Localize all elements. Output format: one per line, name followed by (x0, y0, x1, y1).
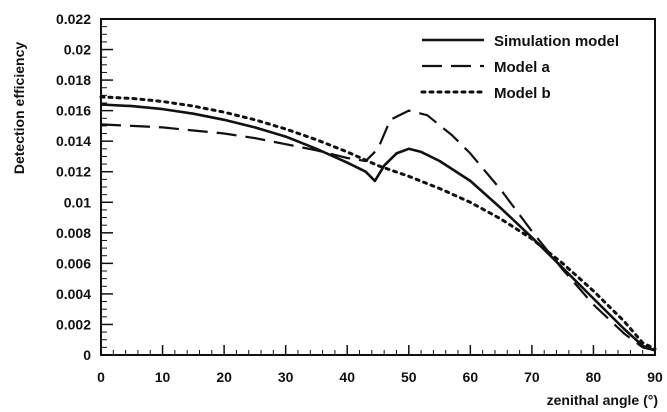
plot-frame-layer (100, 18, 656, 356)
y-tick-label: 0.002 (56, 316, 91, 332)
y-tick-label: 0 (83, 347, 91, 363)
x-tick-label: 0 (97, 369, 105, 385)
y-tick-label: 0.006 (56, 255, 91, 271)
x-tick-label: 50 (401, 369, 417, 385)
y-tick-label: 0.012 (56, 164, 91, 180)
x-tick-label: 30 (278, 369, 294, 385)
series-layer (99, 95, 657, 352)
y-tick-label: 0.02 (64, 42, 91, 58)
x-tick-label: 20 (216, 369, 232, 385)
tick-label-layer: 0 10 20 30 40 50 60 70 80 90 0 0.002 0.004 0.006 0.008… (56, 11, 663, 385)
plot-frame (100, 18, 656, 356)
legend-label: Model a (494, 59, 550, 76)
x-tick-label: 60 (463, 369, 479, 385)
legend-label: Model b (494, 85, 551, 102)
y-tick-label: 0.018 (56, 72, 91, 88)
x-tick-label: 70 (524, 369, 540, 385)
tick-layer (100, 18, 656, 356)
x-tick-label: 80 (586, 369, 602, 385)
series-line-model-b (99, 95, 657, 351)
legend-label: Simulation model (494, 33, 619, 50)
legend: Simulation model Model a Model b (420, 33, 619, 102)
y-tick-label: 0.014 (56, 133, 91, 149)
x-tick-label: 10 (155, 369, 171, 385)
series-line-simulation-model (100, 103, 656, 352)
x-tick-label: 90 (647, 369, 663, 385)
y-tick-label: 0.022 (56, 11, 91, 27)
y-tick-label: 0.004 (56, 286, 91, 302)
x-axis-title: zenithal angle (°) (547, 392, 658, 408)
x-tick-label: 40 (339, 369, 355, 385)
y-tick-label: 0.01 (64, 194, 91, 210)
y-axis-title: Detection efficiency (11, 42, 27, 174)
series-line-model-a (100, 109, 656, 352)
y-tick-label: 0.016 (56, 103, 91, 119)
y-tick-label: 0.008 (56, 225, 91, 241)
